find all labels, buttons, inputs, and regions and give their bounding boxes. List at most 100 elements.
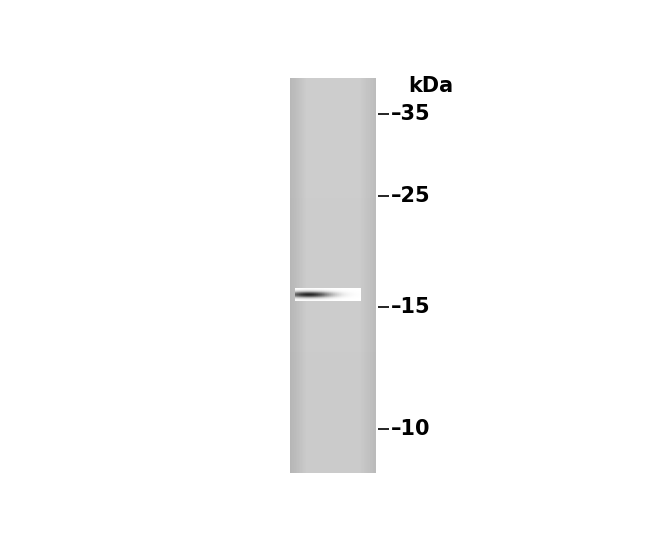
Bar xyxy=(291,348,376,349)
Bar xyxy=(291,167,376,168)
Bar xyxy=(291,219,376,221)
Bar xyxy=(291,165,376,167)
Bar xyxy=(291,444,376,446)
Bar xyxy=(291,358,376,359)
Bar xyxy=(291,302,376,304)
Bar xyxy=(291,366,376,368)
Bar xyxy=(291,87,376,88)
Bar xyxy=(291,214,376,215)
Bar xyxy=(291,116,376,117)
Bar xyxy=(291,112,376,114)
Bar xyxy=(291,310,376,311)
Bar xyxy=(291,102,376,103)
Bar xyxy=(291,223,376,224)
Bar xyxy=(291,359,376,360)
Bar xyxy=(291,452,376,454)
Bar xyxy=(375,78,376,473)
Bar xyxy=(291,181,376,182)
Bar xyxy=(291,324,376,326)
Bar xyxy=(291,458,376,459)
Bar xyxy=(291,277,376,278)
Bar xyxy=(291,443,376,444)
Bar xyxy=(291,141,376,143)
Bar xyxy=(291,81,376,82)
Bar xyxy=(291,290,376,292)
Bar xyxy=(296,78,297,473)
Bar xyxy=(291,260,376,261)
Bar xyxy=(360,78,361,473)
Bar xyxy=(291,171,376,173)
Bar xyxy=(291,426,376,427)
Bar xyxy=(291,352,376,353)
Bar xyxy=(291,216,376,218)
Bar xyxy=(291,402,376,403)
Bar xyxy=(291,299,376,301)
Bar xyxy=(291,422,376,423)
Bar xyxy=(291,180,376,181)
Bar xyxy=(291,222,376,223)
Bar xyxy=(291,472,376,473)
Bar xyxy=(291,147,376,148)
Bar xyxy=(291,406,376,407)
Bar xyxy=(291,78,376,80)
Bar xyxy=(291,434,376,435)
Bar xyxy=(291,195,376,197)
Bar xyxy=(291,336,376,337)
Bar xyxy=(291,396,376,397)
Bar xyxy=(291,447,376,448)
Bar xyxy=(291,99,376,100)
Bar xyxy=(291,390,376,391)
Bar xyxy=(291,111,376,112)
Bar xyxy=(291,129,376,131)
Bar xyxy=(291,78,292,473)
Bar xyxy=(291,401,376,402)
Bar xyxy=(291,313,376,314)
Bar xyxy=(304,78,306,473)
Bar xyxy=(291,149,376,151)
Bar xyxy=(291,419,376,420)
Bar xyxy=(291,400,376,401)
Text: –15: –15 xyxy=(391,297,431,317)
Bar xyxy=(291,122,376,123)
Bar xyxy=(291,283,376,285)
Bar xyxy=(291,403,376,405)
Bar xyxy=(291,340,376,342)
Bar xyxy=(291,240,376,241)
Bar xyxy=(291,364,376,365)
Bar xyxy=(291,461,376,463)
Bar xyxy=(291,198,376,199)
Bar xyxy=(291,431,376,432)
Bar xyxy=(291,248,376,250)
Bar xyxy=(291,282,376,283)
Bar xyxy=(291,280,376,281)
Bar xyxy=(291,193,376,194)
Bar xyxy=(291,177,376,178)
Bar xyxy=(369,78,370,473)
Bar xyxy=(291,439,376,441)
Bar xyxy=(291,236,376,238)
Bar xyxy=(291,432,376,434)
Bar xyxy=(291,314,376,315)
Bar xyxy=(291,465,376,467)
Bar xyxy=(291,140,376,141)
Bar xyxy=(291,203,376,205)
Bar xyxy=(291,243,376,244)
Bar xyxy=(291,420,376,422)
Bar xyxy=(291,330,376,331)
Bar xyxy=(291,363,376,364)
Bar xyxy=(291,97,376,98)
Bar xyxy=(291,384,376,385)
Bar xyxy=(291,272,376,273)
Bar xyxy=(291,418,376,419)
Bar xyxy=(291,148,376,149)
Bar xyxy=(291,174,376,176)
Bar xyxy=(291,124,376,126)
Bar xyxy=(298,78,299,473)
Bar xyxy=(291,176,376,177)
Bar xyxy=(291,110,376,111)
Bar xyxy=(291,244,376,246)
Bar xyxy=(291,342,376,343)
Bar xyxy=(365,78,367,473)
Bar xyxy=(291,436,376,438)
Bar xyxy=(291,95,376,97)
